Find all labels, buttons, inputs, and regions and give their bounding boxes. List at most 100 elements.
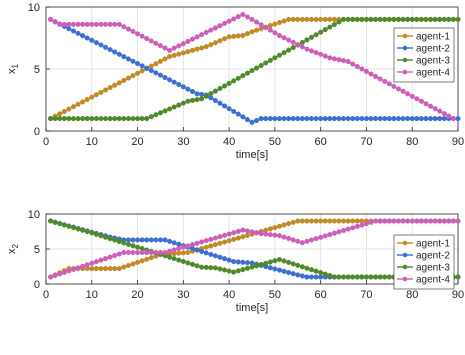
- data-point: [203, 264, 209, 270]
- data-point: [382, 218, 388, 224]
- data-point: [418, 16, 424, 22]
- data-point: [405, 218, 411, 224]
- data-point: [313, 16, 319, 22]
- data-point: [112, 49, 118, 55]
- data-point: [418, 218, 424, 224]
- data-point: [304, 16, 310, 22]
- data-point: [121, 54, 127, 60]
- data-point: [258, 261, 264, 268]
- data-point: [217, 38, 223, 44]
- data-point: [148, 255, 154, 261]
- y-tick-label: 10: [28, 2, 40, 14]
- data-point: [116, 251, 122, 257]
- data-point: [295, 262, 301, 268]
- data-point: [139, 68, 145, 74]
- data-point: [263, 260, 269, 266]
- data-point: [249, 264, 255, 270]
- data-point: [130, 243, 136, 249]
- x-tick-label: 70: [360, 289, 372, 301]
- data-point: [125, 116, 131, 122]
- data-point: [148, 63, 154, 69]
- data-point: [203, 44, 209, 50]
- data-point: [171, 79, 177, 85]
- data-point: [135, 61, 141, 67]
- data-point: [455, 274, 461, 280]
- data-point: [263, 24, 269, 31]
- data-point: [313, 274, 319, 280]
- data-point: [52, 272, 58, 279]
- data-point: [107, 116, 113, 122]
- data-point: [70, 266, 77, 272]
- legend-swatch-marker: [402, 45, 408, 51]
- data-point: [286, 16, 292, 22]
- data-point: [212, 235, 218, 241]
- data-point: [84, 116, 90, 122]
- data-point: [377, 76, 383, 82]
- data-point: [446, 16, 452, 22]
- data-point: [231, 33, 237, 39]
- data-point: [235, 228, 241, 234]
- data-point: [66, 21, 72, 27]
- data-point: [98, 116, 104, 122]
- data-point: [130, 261, 136, 267]
- data-point: [363, 16, 369, 22]
- data-point: [212, 242, 218, 248]
- data-point: [432, 16, 438, 22]
- data-point: [135, 259, 141, 265]
- data-point: [359, 222, 365, 228]
- data-point: [57, 111, 63, 117]
- data-point: [199, 264, 205, 270]
- data-point: [254, 65, 260, 71]
- data-point: [244, 31, 250, 37]
- data-point: [377, 274, 383, 280]
- data-point: [244, 232, 250, 238]
- data-point: [226, 106, 232, 112]
- data-point: [162, 249, 168, 256]
- data-point: [226, 257, 232, 263]
- data-point: [130, 73, 136, 79]
- x-tick-label: 0: [43, 136, 49, 148]
- data-point: [194, 263, 200, 269]
- data-point: [295, 42, 301, 48]
- data-point: [75, 21, 81, 27]
- data-point: [249, 119, 255, 125]
- data-point: [450, 218, 456, 224]
- data-point: [263, 60, 269, 66]
- data-point: [139, 63, 145, 69]
- data-point: [157, 249, 163, 256]
- x-tick-label: 40: [223, 289, 235, 301]
- data-point: [313, 236, 319, 242]
- data-point: [308, 274, 315, 280]
- data-point: [290, 219, 296, 225]
- data-point: [345, 16, 351, 22]
- data-point: [276, 233, 283, 239]
- y-tick-label: 0: [34, 126, 40, 138]
- data-point: [281, 18, 287, 24]
- data-point: [322, 16, 328, 22]
- data-point: [322, 53, 328, 59]
- data-point: [116, 80, 122, 86]
- data-point: [363, 274, 369, 280]
- data-point: [386, 218, 392, 224]
- data-point: [414, 218, 420, 224]
- data-point: [272, 55, 278, 61]
- data-point: [254, 19, 260, 25]
- data-point: [327, 218, 333, 224]
- data-point: [313, 116, 319, 122]
- data-point: [331, 218, 337, 224]
- data-point: [272, 21, 278, 27]
- data-point: [162, 237, 168, 243]
- data-point: [272, 225, 278, 231]
- data-point: [391, 116, 397, 122]
- data-point: [322, 116, 328, 122]
- data-point: [308, 218, 315, 224]
- data-point: [153, 249, 159, 256]
- data-point: [455, 218, 461, 224]
- y-axis-label: x2: [6, 243, 20, 254]
- data-point: [377, 218, 383, 224]
- data-point: [368, 219, 374, 225]
- data-point: [286, 221, 292, 227]
- data-point: [437, 218, 443, 224]
- data-point: [194, 91, 200, 97]
- data-point: [235, 33, 241, 39]
